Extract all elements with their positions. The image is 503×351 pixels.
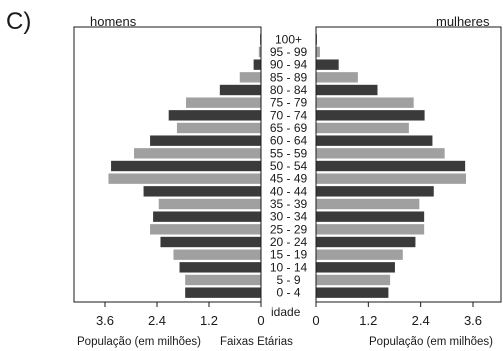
center-axis-label: Faixas Etárias: [220, 336, 293, 348]
female-bars: [316, 34, 467, 298]
male-bar: [185, 287, 261, 298]
male-bars: [108, 34, 261, 298]
age-group-label: 45 - 49: [270, 172, 308, 186]
x-tick-label: 2.4: [148, 313, 166, 328]
age-group-label: 40 - 44: [270, 184, 308, 198]
age-group-label: 0 - 4: [276, 286, 300, 300]
age-group-label: 35 - 39: [270, 197, 308, 211]
age-group-label: 30 - 34: [270, 210, 308, 224]
right-chart-title: mulheres: [436, 14, 490, 29]
right-panel-frame: [315, 26, 502, 303]
male-bar: [134, 148, 261, 159]
x-axis-label-right: População (em milhões): [369, 336, 494, 348]
female-bar: [316, 173, 467, 184]
male-bar: [150, 135, 261, 146]
age-axis-label: idade: [271, 305, 301, 319]
male-bar: [153, 211, 261, 222]
x-tick-labels: 3.6 2.4 1.2 0 0 1.2 2.4 3.6: [96, 313, 482, 328]
age-group-label: 60 - 64: [270, 134, 308, 148]
male-bar: [160, 236, 261, 248]
left-chart-title: homens: [90, 14, 137, 29]
age-group-label: 85 - 89: [270, 70, 308, 84]
left-panel-frame: [73, 26, 262, 303]
age-group-label: 20 - 24: [270, 235, 308, 249]
age-group-label: 70 - 74: [270, 108, 308, 122]
age-group-label: 95 - 99: [270, 45, 308, 59]
x-tick-label: 3.6: [96, 313, 114, 328]
female-bar: [316, 122, 409, 134]
male-bar: [176, 122, 261, 134]
female-bar: [316, 46, 320, 58]
age-group-label: 90 - 94: [270, 58, 308, 72]
female-bar: [316, 211, 425, 222]
female-bar: [316, 72, 358, 83]
age-group-label: 50 - 54: [270, 159, 308, 173]
male-bar: [150, 224, 261, 235]
male-bar: [186, 97, 261, 108]
x-tick-label: 0: [257, 313, 264, 328]
age-group-label: 5 - 9: [276, 273, 300, 287]
x-tick-label: 0: [312, 313, 319, 328]
female-bar: [316, 160, 466, 172]
male-bar: [239, 72, 261, 83]
age-group-label: 15 - 19: [270, 248, 308, 262]
x-axis-label-left: População (em milhões): [77, 336, 202, 348]
female-bar: [316, 274, 391, 286]
female-bar: [316, 224, 425, 235]
male-bar: [179, 262, 261, 273]
age-group-label: 100+: [275, 32, 302, 46]
female-bar: [316, 84, 378, 96]
male-bar: [258, 46, 261, 58]
panel-label: C): [6, 8, 32, 35]
male-bar: [168, 110, 261, 121]
age-group-label: 25 - 29: [270, 222, 308, 236]
age-group-label: 75 - 79: [270, 96, 308, 110]
axes: [73, 26, 502, 307]
female-bar: [316, 148, 445, 159]
age-group-label: 65 - 69: [270, 121, 308, 135]
male-bar: [111, 160, 261, 172]
female-bar: [316, 97, 414, 108]
female-bar: [316, 186, 434, 197]
female-bar: [316, 249, 403, 260]
female-bar: [316, 198, 420, 210]
female-bar: [316, 135, 433, 146]
age-group-label: 80 - 84: [270, 83, 308, 97]
male-bar: [158, 198, 261, 210]
age-group-label: 10 - 14: [270, 260, 308, 274]
male-bar: [108, 173, 261, 184]
female-bar: [316, 59, 339, 70]
age-group-label: 55 - 59: [270, 146, 308, 160]
x-tick-label: 2.4: [412, 313, 430, 328]
male-bar: [143, 186, 261, 197]
male-bar: [185, 274, 261, 286]
x-tick-label: 1.2: [200, 313, 218, 328]
female-bar: [316, 287, 389, 298]
male-bar: [219, 84, 261, 96]
x-tick-label: 3.6: [464, 313, 482, 328]
female-bar: [316, 262, 395, 273]
x-tick-label: 1.2: [359, 313, 377, 328]
male-bar: [173, 249, 261, 260]
female-bar: [316, 236, 416, 248]
male-bar: [253, 59, 261, 70]
female-bar: [316, 110, 425, 121]
